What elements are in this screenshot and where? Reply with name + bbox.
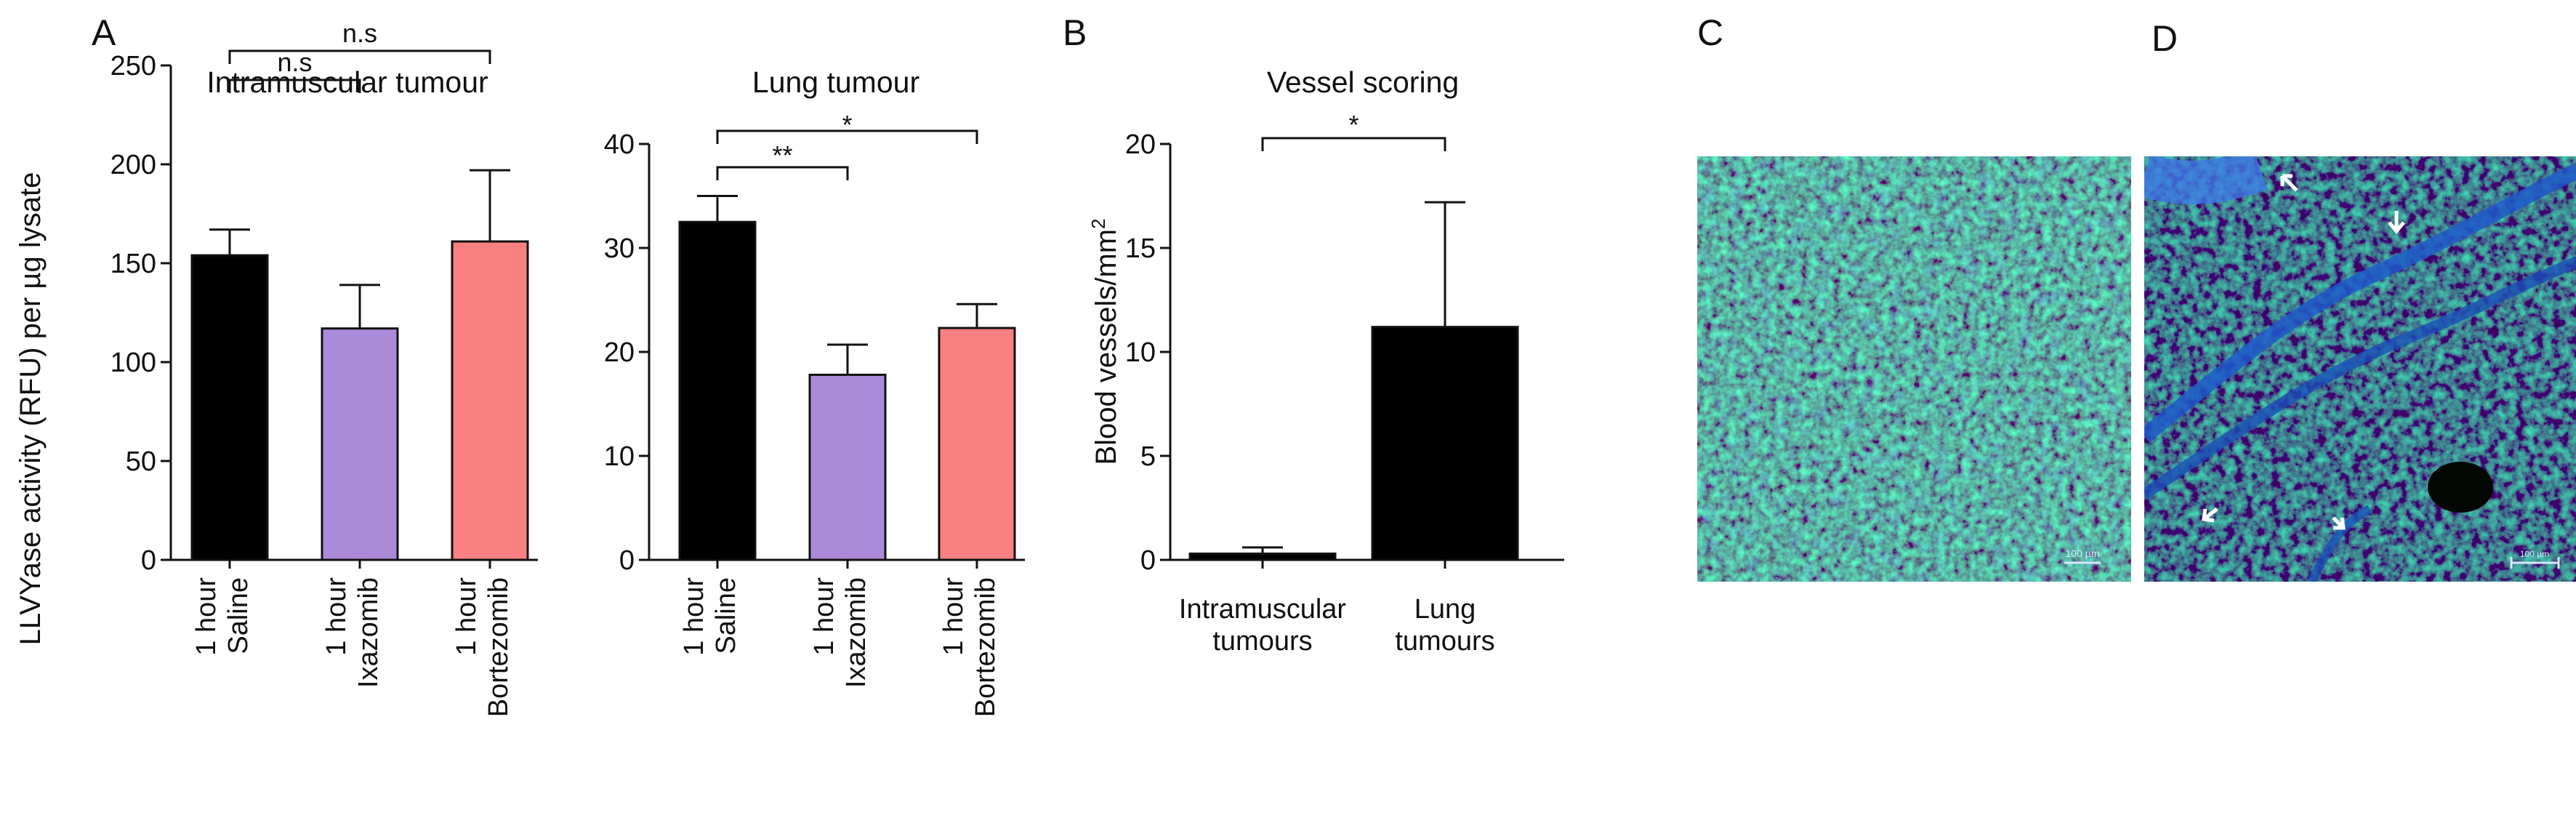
scale-text-c: 100 µm <box>2066 548 2100 559</box>
arrow-icon <box>2388 211 2405 234</box>
chart-title: Lung tumour <box>752 65 919 99</box>
arrow-icon <box>2202 508 2218 523</box>
x-tick-label: 1 hour <box>938 577 969 656</box>
x-tick-label: 1 hour <box>809 577 840 656</box>
panel-label-b: B <box>1063 12 1087 53</box>
y-tick-label: 10 <box>1125 337 1156 368</box>
y-tick-label: 0 <box>141 545 156 576</box>
x-tick-label: Intramuscular <box>1179 594 1347 625</box>
bar <box>1371 326 1519 561</box>
y-tick-label: 250 <box>110 51 156 81</box>
tissue-gap <box>2428 462 2493 513</box>
y-tick-label: 20 <box>604 337 635 368</box>
x-tick-label: tumours <box>1395 626 1494 657</box>
micrograph-c-nuclei <box>1697 156 2131 582</box>
x-tick-label: Saline <box>711 577 741 654</box>
bar-chart-intramuscular: Intramuscular tumour 0 50 100 150 200 250 1 hou… <box>110 18 538 717</box>
bar <box>938 326 1016 561</box>
arrow-markers <box>2202 174 2405 530</box>
bar <box>190 254 269 561</box>
arrow-icon <box>2332 516 2346 530</box>
y-axis-label: Blood vessels/mm2 <box>1087 218 1122 465</box>
significance-label: * <box>1348 110 1359 140</box>
vessel-lumen-top <box>2144 156 2269 205</box>
x-tick-label: Saline <box>223 577 254 654</box>
chart-title: Intramuscular tumour <box>206 65 488 99</box>
bar <box>678 220 757 561</box>
y-tick-label: 15 <box>1125 233 1156 264</box>
scale-text-d: 100 µm <box>2520 549 2549 559</box>
x-tick-label: Ixazomib <box>353 577 384 688</box>
x-tick-label: 1 hour <box>679 577 709 656</box>
significance-label: ** <box>772 140 792 170</box>
significance-bracket <box>716 166 849 180</box>
bar <box>808 373 887 561</box>
bar <box>321 327 399 561</box>
x-tick-label: Ixazomib <box>841 577 872 688</box>
y-tick-label: 30 <box>604 233 635 264</box>
y-axis-label-superscript: 2 <box>1087 218 1109 228</box>
significance-bracket <box>228 49 491 64</box>
y-tick-label: 200 <box>110 150 156 180</box>
y-tick-label: 20 <box>1125 129 1156 160</box>
y-tick-label: 0 <box>619 545 635 576</box>
bar <box>451 240 529 561</box>
vessel-wall-2 <box>2144 256 2576 500</box>
x-tick-label: Lung <box>1414 594 1476 625</box>
micrograph-d: 100 µm <box>2144 156 2576 582</box>
y-tick-label: 100 <box>110 348 156 378</box>
x-tick-label: 1 hour <box>321 577 352 656</box>
y-axis-label-activity: LLVYase activity (RFU) per µg lysate <box>15 172 47 646</box>
x-tick-label: Bortezomib <box>970 577 1001 717</box>
panel-label-d: D <box>2152 18 2178 59</box>
significance-label: n.s <box>342 18 377 48</box>
y-tick-label: 50 <box>126 446 156 477</box>
micrograph-c: 100 µm <box>1697 156 2131 582</box>
vessel-wall-3 <box>2307 505 2372 582</box>
x-tick-label: tumours <box>1212 626 1312 657</box>
y-tick-label: 5 <box>1140 441 1156 472</box>
panel-label-c: C <box>1697 12 1723 53</box>
significance-label: n.s <box>277 47 312 77</box>
y-tick-label: 10 <box>604 441 635 472</box>
x-tick-label: 1 hour <box>451 577 482 656</box>
significance-bracket <box>1261 137 1446 151</box>
vessel-wall-1 <box>2144 164 2576 443</box>
arrow-icon <box>2280 174 2298 192</box>
significance-bracket <box>716 129 978 144</box>
panel-label-a: A <box>92 12 116 53</box>
y-tick-label: 40 <box>604 129 635 160</box>
chart-title: Vessel scoring <box>1267 65 1459 99</box>
y-tick-label: 0 <box>1140 545 1156 576</box>
bar <box>1188 552 1337 561</box>
y-tick-label: 150 <box>110 249 156 279</box>
x-tick-label: 1 hour <box>191 577 222 656</box>
significance-label: * <box>842 110 852 140</box>
significance-bracket <box>228 79 361 93</box>
bar-chart-vessels: Vessel scoring05101520Intramusculartumou… <box>1087 65 1564 657</box>
x-tick-label: Bortezomib <box>483 577 514 717</box>
